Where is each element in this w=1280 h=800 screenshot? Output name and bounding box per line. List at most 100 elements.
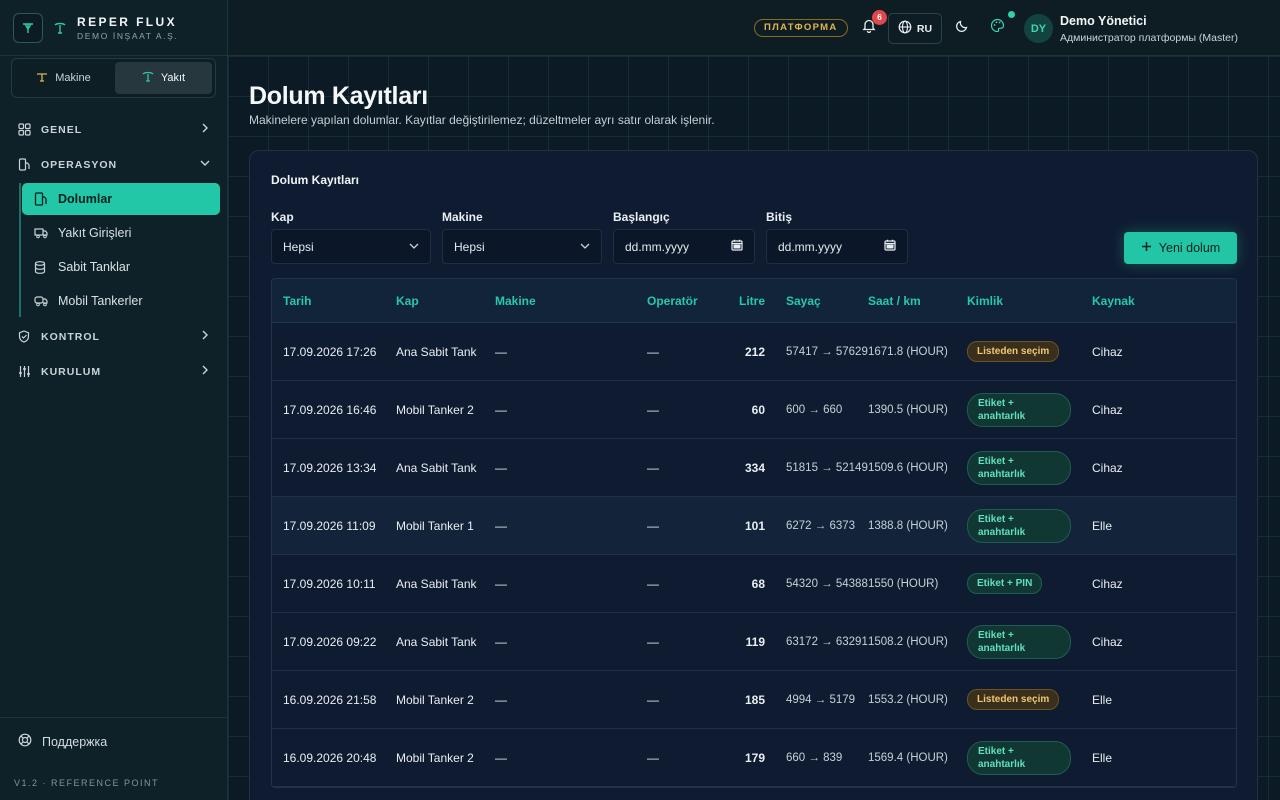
column-header-kap[interactable]: Kap [396, 293, 419, 308]
cell-makine: — [495, 460, 507, 475]
support-link[interactable]: Поддержка [0, 717, 227, 765]
nav-group-kurulum-label: KURULUM [41, 365, 102, 378]
table-row[interactable]: 17.09.2026 11:09 Mobil Tanker 1 — — 101 … [272, 497, 1236, 555]
nav-group-genel[interactable]: GENEL [0, 112, 228, 147]
cell-makine: — [495, 692, 507, 707]
cell-kap: Ana Sabit Tank [396, 576, 477, 591]
mode-yakit-button[interactable]: Yakıt [115, 62, 212, 94]
nav-group-kontrol-label: KONTROL [41, 330, 100, 343]
sidebar-item-dolumlar[interactable]: Dolumlar [22, 183, 220, 215]
table-row[interactable]: 17.09.2026 09:22 Ana Sabit Tank — — 119 … [272, 613, 1236, 671]
brand[interactable]: REPER FLUX DEMO İNŞAAT A.Ş. [0, 0, 227, 56]
sidebar-item-mobil-tankerler[interactable]: Mobil Tankerler [22, 285, 220, 317]
column-header-operator[interactable]: Operatör [647, 293, 698, 308]
cell-operator: — [647, 460, 659, 475]
cell-date: 17.09.2026 17:26 [283, 344, 377, 359]
table-row[interactable]: 16.09.2026 20:48 Mobil Tanker 2 — — 179 … [272, 729, 1236, 787]
brand-mark-icon [43, 21, 77, 35]
cell-saat: 1508.2 (HOUR) [868, 635, 948, 648]
chevron-right-icon [200, 123, 210, 136]
identity-badge: Etiket + anahtarlık [967, 508, 1071, 543]
platform-badge: ПЛАТФОРМА [754, 19, 848, 37]
nav-group-operasyon[interactable]: OPERASYON [0, 147, 228, 182]
filter-kap-select[interactable]: Hepsi [271, 229, 431, 264]
version-label: V1.2 · REFERENCE POINT [14, 778, 160, 788]
cell-operator: — [647, 750, 659, 765]
table-header: Tarih Kap Makine Operatör Litre Sayaç Sa… [272, 279, 1236, 323]
brand-name: REPER FLUX [77, 14, 178, 29]
cell-kap: Ana Sabit Tank [396, 460, 477, 475]
cell-sayac: 57417 → 57629 [786, 345, 868, 358]
calendar-icon [731, 239, 743, 254]
filter-start-date-input[interactable]: dd.mm.yyyy [613, 229, 755, 264]
column-header-saat-km[interactable]: Saat / km [868, 293, 921, 308]
cell-sayac: 4994 → 5179 [786, 693, 856, 706]
table-row[interactable]: 17.09.2026 13:34 Ana Sabit Tank — — 334 … [272, 439, 1236, 497]
column-header-makine[interactable]: Makine [495, 293, 536, 308]
cell-sayac: 6272 → 6373 [786, 519, 856, 532]
calendar-icon [884, 239, 896, 254]
sidebar-item-yakit-girisleri[interactable]: Yakıt Girişleri [22, 217, 220, 249]
filter-end-date-input[interactable]: dd.mm.yyyy [766, 229, 908, 264]
column-header-sayac[interactable]: Sayaç [786, 293, 821, 308]
palette-button[interactable] [987, 18, 1007, 38]
mode-switch: Makine Yakıt [11, 58, 216, 98]
cell-litre: 212 [744, 344, 765, 359]
cell-operator: — [647, 518, 659, 533]
cell-kaynak: Elle [1092, 692, 1113, 707]
cell-operator: — [647, 402, 659, 417]
table-row[interactable]: 17.09.2026 10:11 Ana Sabit Tank — — 68 5… [272, 555, 1236, 613]
status-dot [1008, 11, 1015, 18]
filter-start-label: Başlangıç [613, 210, 670, 224]
plus-icon [1141, 241, 1152, 255]
cell-kaynak: Cihaz [1092, 460, 1123, 475]
cell-kap: Ana Sabit Tank [396, 634, 477, 649]
column-header-litre[interactable]: Litre [738, 293, 765, 308]
cell-date: 17.09.2026 13:34 [283, 460, 377, 475]
cell-operator: — [647, 344, 659, 359]
nav-group-kontrol[interactable]: KONTROL [0, 319, 228, 354]
notifications-button[interactable] [859, 18, 879, 38]
bell-icon [862, 18, 876, 38]
cell-makine: — [495, 344, 507, 359]
cell-litre: 60 [751, 402, 765, 417]
sidebar-item-label: Dolumlar [58, 192, 113, 206]
mode-makine-button[interactable]: Makine [15, 62, 112, 94]
theme-toggle-button[interactable] [952, 18, 972, 38]
cell-saat: 1509.6 (HOUR) [868, 461, 948, 474]
identity-badge: Listeden seçim [967, 341, 1060, 362]
top-header: ПЛАТФОРМА 6 RU DY Demo Yönetici Админист… [228, 0, 1280, 56]
table-row[interactable]: 17.09.2026 16:46 Mobil Tanker 2 — — 60 6… [272, 381, 1236, 439]
language-selector[interactable]: RU [888, 13, 942, 44]
cell-saat: 1569.4 (HOUR) [868, 751, 948, 764]
grid-icon [18, 123, 41, 136]
cell-litre: 119 [745, 634, 765, 649]
sidebar-item-sabit-tanklar[interactable]: Sabit Tanklar [22, 251, 220, 283]
new-fill-button[interactable]: Yeni dolum [1124, 232, 1237, 264]
column-header-kaynak[interactable]: Kaynak [1092, 293, 1135, 308]
identity-badge: Listeden seçim [967, 689, 1060, 710]
cell-kaynak: Cihaz [1092, 576, 1123, 591]
user-role: Администратор платформы (Master) [1060, 32, 1238, 44]
column-header-kimlik[interactable]: Kimlik [967, 293, 1004, 308]
column-header-tarih[interactable]: Tarih [283, 293, 312, 308]
nav-group-kurulum[interactable]: KURULUM [0, 354, 228, 389]
avatar[interactable]: DY [1024, 14, 1053, 43]
cell-saat: 1550 (HOUR) [868, 577, 939, 590]
cell-sayac: 51815 → 52149 [786, 461, 868, 474]
table-row[interactable]: 16.09.2026 21:58 Mobil Tanker 2 — — 185 … [272, 671, 1236, 729]
cell-operator: — [647, 692, 659, 707]
table-row[interactable]: 17.09.2026 17:26 Ana Sabit Tank — — 212 … [272, 323, 1236, 381]
card-title: Dolum Kayıtları [271, 173, 360, 187]
filter-end-value: dd.mm.yyyy [778, 239, 843, 254]
nav-group-genel-label: GENEL [41, 123, 83, 136]
cell-litre: 68 [751, 576, 765, 591]
filter-makine-select[interactable]: Hepsi [442, 229, 602, 264]
fuel-pump-icon [34, 192, 58, 206]
nav-group-operasyon-label: OPERASYON [41, 158, 118, 171]
user-name[interactable]: Demo Yönetici [1060, 14, 1147, 28]
lifebuoy-icon [18, 733, 32, 750]
chevron-right-icon [200, 365, 210, 378]
language-label: RU [916, 22, 933, 35]
cell-date: 17.09.2026 10:11 [283, 576, 376, 591]
